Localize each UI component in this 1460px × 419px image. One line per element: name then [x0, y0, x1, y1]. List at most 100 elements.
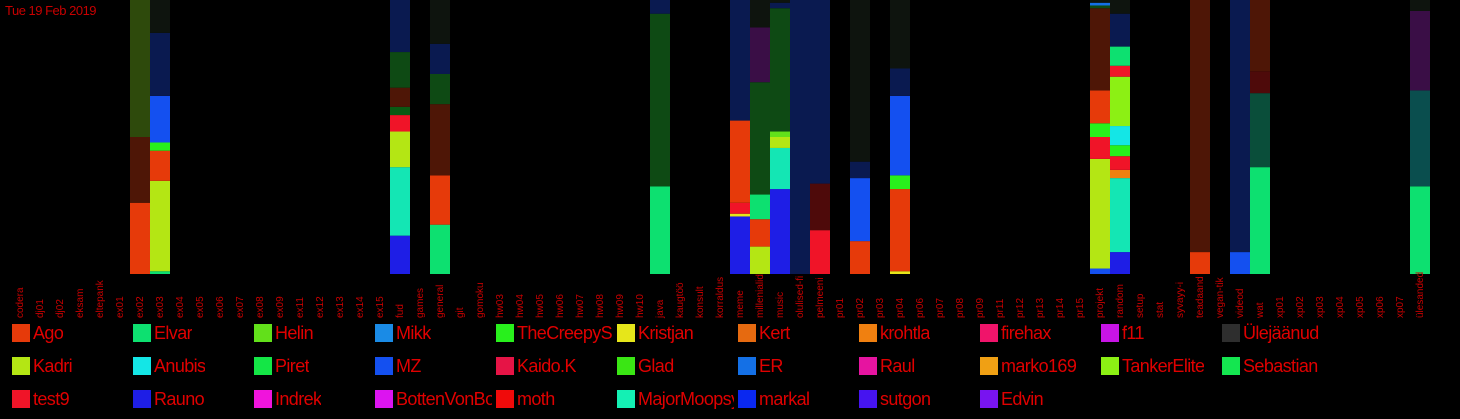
legend-item: Kristjan: [617, 323, 693, 343]
legend-label: marko169: [1001, 355, 1077, 376]
legend-item: Anubis: [133, 356, 205, 376]
x-tick-label: xp04: [1335, 296, 1346, 318]
legend-item: firehax: [980, 322, 1051, 343]
legend-label: MZ: [396, 355, 421, 376]
legend-label: Ülejäänud: [1243, 322, 1319, 343]
x-tick-label: hw09: [615, 294, 626, 318]
x-tick-label: wat: [1255, 302, 1266, 319]
bar-segment-millenialid-1: [750, 219, 770, 247]
legend-item: Ago: [12, 323, 63, 343]
legend-label: Rauno: [154, 388, 205, 409]
x-tick-label: ex08: [255, 296, 266, 318]
legend-swatch: [859, 390, 877, 408]
legend-swatch: [375, 357, 393, 375]
legend-item: ER: [738, 355, 783, 376]
legend-swatch: [980, 390, 998, 408]
bar-segment-general-2: [430, 104, 450, 176]
x-tick-label: pr03: [875, 298, 886, 318]
bar-segment-meme-1: [730, 213, 750, 217]
legend-swatch: [1101, 357, 1119, 375]
legend-label: Sebastian: [1243, 355, 1318, 376]
x-tick-label: games: [415, 288, 426, 318]
x-tick-label: ex15: [375, 296, 386, 318]
x-tick-label: xp06: [1375, 296, 1386, 318]
x-tick-label: pr01: [835, 298, 846, 318]
legend-item: markal: [738, 388, 810, 409]
bar-segment-music-5: [770, 2, 790, 9]
legend-item: moth: [496, 389, 555, 409]
bar-segment-random-9: [1110, 13, 1130, 47]
legend-label: Kert: [759, 322, 790, 343]
x-tick-label: xp02: [1295, 296, 1306, 318]
legend-item: marko169: [980, 355, 1077, 376]
legend-swatch: [254, 357, 272, 375]
x-tick-label: hw05: [535, 294, 546, 318]
x-tick-label: ex11: [295, 297, 306, 318]
legend-label: Helin: [275, 322, 314, 343]
legend-item: Kadri: [12, 355, 73, 376]
bar-segment-pr04-0: [890, 271, 910, 274]
legend-swatch: [496, 357, 514, 375]
legend-label: ER: [759, 355, 783, 376]
legend-label: f11: [1122, 322, 1144, 343]
bar-segment-pr02-1: [850, 178, 870, 242]
x-tick-label: pr15: [1075, 298, 1086, 318]
bar-segment-meme-0: [730, 216, 750, 274]
bar-segment-random-1: [1110, 178, 1130, 253]
bar-segment-pr04-5: [890, 0, 910, 69]
bar-segment-millenialid-5: [750, 0, 770, 28]
bar-segment-ex03-3: [150, 142, 170, 151]
bar-segment-olulised-fi-0: [790, 0, 810, 274]
legend-swatch: [12, 390, 30, 408]
bar-segment-projekt-1: [1090, 158, 1110, 269]
x-tick-label: pr06: [915, 298, 926, 318]
bar-segment-pr04-4: [890, 68, 910, 96]
legend-swatch: [1101, 324, 1119, 342]
x-tick-label: ex03: [155, 296, 166, 318]
legend-label: MajorMoopsy: [638, 388, 734, 409]
legend-swatch: [375, 390, 393, 408]
x-tick-label: hw04: [515, 294, 526, 318]
bar-segment-wat-2: [1250, 71, 1270, 94]
legend-label: markal: [759, 388, 810, 409]
bar-segment-random-0: [1110, 252, 1130, 274]
legend-swatch: [133, 390, 151, 408]
legend-label: firehax: [1001, 322, 1051, 343]
bar-segment-ex02-2: [130, 0, 150, 137]
x-tick-label: ex14: [355, 296, 366, 318]
bar-segment-projekt-7: [1090, 2, 1110, 6]
bar-segment-fud-0: [390, 235, 410, 274]
x-tick-label: eltepank: [95, 279, 106, 318]
bar-segment-ülesanded-0: [1410, 186, 1430, 274]
x-tick-label: konsult: [695, 286, 706, 318]
legend-label: Piret: [275, 355, 310, 376]
bar-segment-meme-4: [730, 0, 750, 121]
x-tick-label: hw10: [635, 294, 646, 318]
x-tick-label: ex02: [135, 296, 146, 318]
legend-item: Helin: [254, 322, 314, 343]
bar-segment-random-2: [1110, 169, 1130, 179]
x-tick-label: xp05: [1355, 296, 1366, 318]
bar-segment-ülesanded-3: [1410, 0, 1430, 11]
legend-swatch: [980, 357, 998, 375]
legend-item: Edvin: [980, 389, 1043, 409]
bar-segment-fud-4: [390, 106, 410, 116]
bar-segment-ex03-6: [150, 0, 170, 33]
legend-label: Kadri: [33, 355, 73, 376]
legend-swatch: [617, 357, 635, 375]
x-tick-label: pr12: [1015, 298, 1026, 318]
bar-segment-music-6: [770, 0, 790, 3]
legend-item: Raul: [859, 356, 915, 376]
legend-label: test9: [33, 388, 70, 409]
legend-swatch: [12, 324, 30, 342]
legend-label: Glad: [638, 355, 674, 376]
legend-label: BottenVonBot: [396, 388, 492, 409]
x-tick-label: ex07: [235, 296, 246, 318]
bar-segment-teadaand-1: [1190, 0, 1210, 253]
bar-segment-ex03-2: [150, 150, 170, 181]
bar-segment-projekt-3: [1090, 123, 1110, 137]
legend-swatch: [1222, 324, 1240, 342]
legend-item: BottenVonBot: [375, 388, 492, 409]
bar-segment-teadaand-0: [1190, 252, 1210, 274]
bar-segment-meme-2: [730, 202, 750, 214]
